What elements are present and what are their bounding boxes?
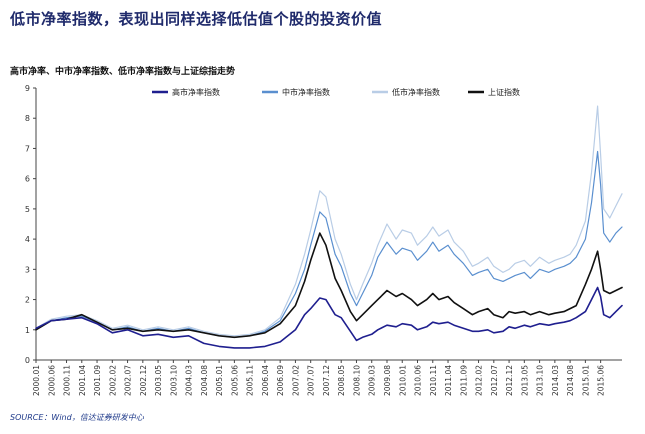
x-tick-label: 2002.02 bbox=[108, 365, 117, 396]
x-tick-label: 2004.08 bbox=[200, 365, 209, 396]
x-tick-label: 2006.09 bbox=[276, 365, 285, 396]
x-tick-label: 2005.06 bbox=[230, 365, 239, 396]
x-tick-label: 2009.08 bbox=[383, 365, 392, 396]
x-tick-label: 2002.12 bbox=[139, 365, 148, 396]
y-tick-label: 4 bbox=[25, 235, 30, 244]
x-tick-label: 2003.10 bbox=[169, 365, 178, 396]
x-tick-label: 2011.04 bbox=[444, 365, 453, 396]
source-note: SOURCE：Wind，信达证券研发中心 bbox=[10, 413, 144, 422]
x-tick-label: 2010.01 bbox=[398, 365, 407, 396]
legend-label: 低市净率指数 bbox=[392, 87, 440, 97]
chart-series-lines bbox=[35, 105, 623, 349]
y-tick-label: 3 bbox=[25, 265, 30, 274]
x-tick-label: 2010.11 bbox=[429, 365, 438, 396]
legend-label: 中市净率指数 bbox=[282, 87, 330, 97]
x-tick-label: 2010.06 bbox=[414, 365, 423, 396]
x-tick-label: 2007.07 bbox=[307, 365, 316, 396]
chart-axes: 0 1 2 3 4 5 6 7 8 9 2000.01 2000.06 2000.11 2001.04 20… bbox=[25, 84, 622, 396]
x-tick-label: 2006.04 bbox=[261, 365, 270, 396]
x-tick-label: 2001.09 bbox=[93, 365, 102, 396]
x-tick-label: 2004.03 bbox=[185, 365, 194, 396]
y-tick-label: 1 bbox=[25, 326, 30, 335]
y-tick-label: 7 bbox=[25, 144, 30, 153]
chart-title: 高市净率、中市净率指数、低市净率指数与上证综指走势 bbox=[10, 67, 236, 77]
x-tick-label: 2007.12 bbox=[322, 365, 331, 396]
y-tick-label: 6 bbox=[25, 175, 30, 184]
x-tick-label: 2000.11 bbox=[63, 365, 72, 396]
series-line-0 bbox=[35, 286, 623, 349]
series-line-2 bbox=[35, 105, 623, 337]
chart-container: 0 1 2 3 4 5 6 7 8 9 2000.01 2000.06 2000.11 2001.04 20… bbox=[0, 78, 645, 412]
x-tick-label: 2013.05 bbox=[520, 365, 529, 396]
y-tick-label: 0 bbox=[25, 356, 30, 365]
y-tick-label: 8 bbox=[25, 114, 30, 123]
x-tick-label: 2014.08 bbox=[566, 365, 575, 396]
x-tick-label: 2001.04 bbox=[78, 365, 87, 396]
line-chart: 0 1 2 3 4 5 6 7 8 9 2000.01 2000.06 2000.11 2001.04 20… bbox=[25, 84, 623, 396]
x-tick-label: 2008.10 bbox=[352, 365, 361, 396]
page-headline: 低市净率指数，表现出同样选择低估值个股的投资价值 bbox=[10, 10, 383, 28]
x-tick-label: 2003.05 bbox=[154, 365, 163, 396]
x-tick-label: 2009.03 bbox=[368, 365, 377, 396]
chart-legend: 高市净率指数 中市净率指数 低市净率指数 上证指数 bbox=[152, 87, 520, 97]
y-tick-label: 5 bbox=[25, 205, 30, 214]
x-tick-label: 2005.11 bbox=[246, 365, 255, 396]
x-tick-label: 2012.02 bbox=[475, 365, 484, 396]
x-tick-label: 2012.07 bbox=[490, 365, 499, 396]
series-line-1 bbox=[35, 150, 623, 338]
x-tick-label: 2007.02 bbox=[291, 365, 300, 396]
x-tick-label: 2011.09 bbox=[459, 365, 468, 396]
x-tick-label: 2008.05 bbox=[337, 365, 346, 396]
series-line-3 bbox=[35, 232, 623, 339]
legend-label: 上证指数 bbox=[488, 87, 520, 97]
x-tick-label: 2005.01 bbox=[215, 365, 224, 396]
legend-label: 高市净率指数 bbox=[172, 87, 220, 97]
x-tick-label: 2015.01 bbox=[581, 365, 590, 396]
x-tick-label: 2013.10 bbox=[536, 365, 545, 396]
x-tick-label: 2000.01 bbox=[32, 365, 41, 396]
x-tick-label: 2012.12 bbox=[505, 365, 514, 396]
y-tick-label: 2 bbox=[25, 296, 30, 305]
x-tick-label: 2015.06 bbox=[597, 365, 606, 396]
y-tick-label: 9 bbox=[25, 84, 30, 93]
x-tick-label: 2000.06 bbox=[47, 365, 56, 396]
x-tick-label: 2002.07 bbox=[124, 365, 133, 396]
x-tick-label: 2014.03 bbox=[551, 365, 560, 396]
